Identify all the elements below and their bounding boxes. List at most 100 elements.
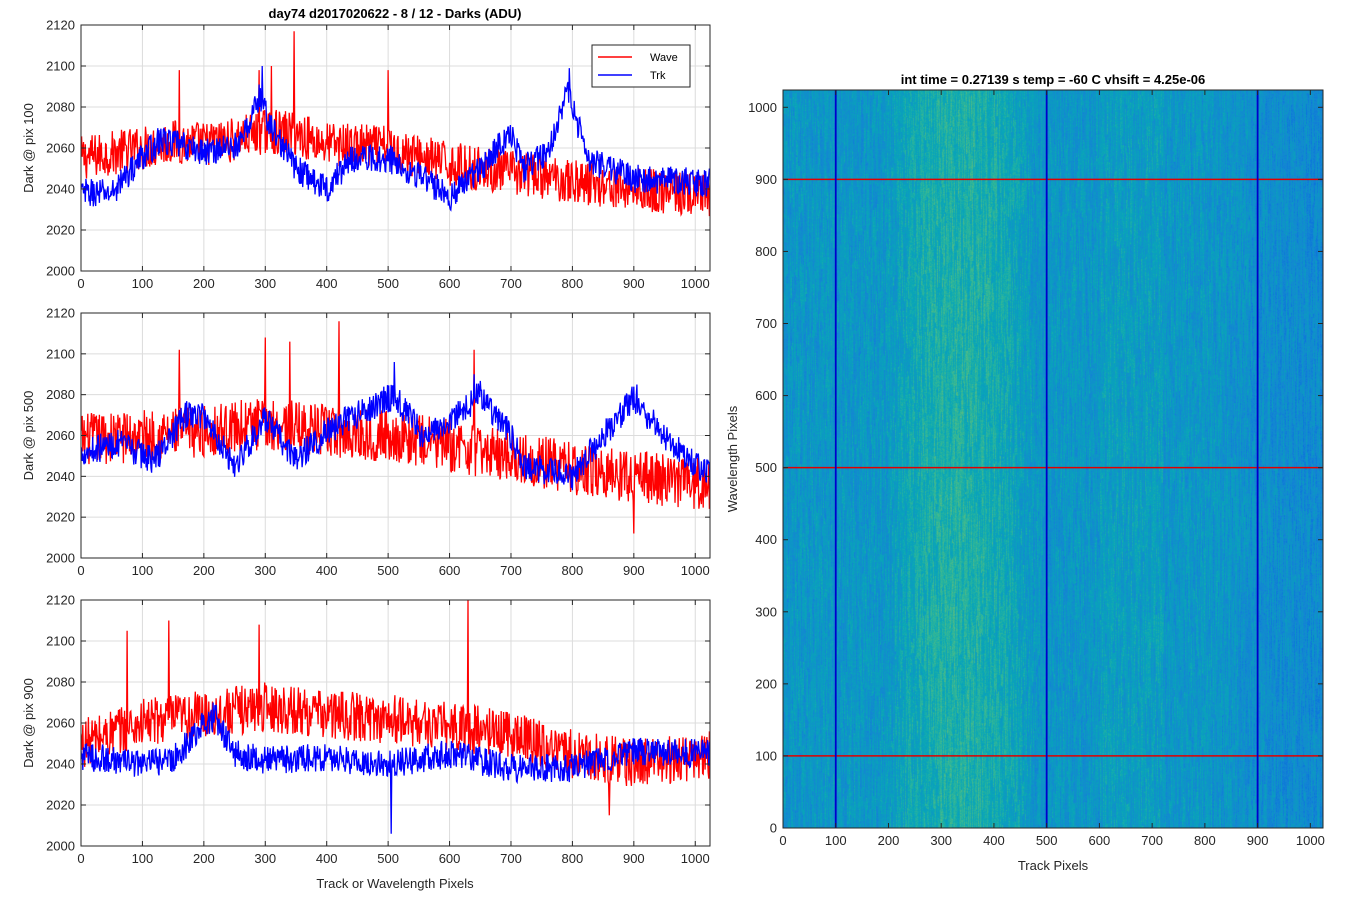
y-tick-label: 500 xyxy=(755,460,777,475)
series-line-trk xyxy=(81,361,710,491)
x-tick-label: 500 xyxy=(1036,833,1058,848)
dark-pix-900-panel: Track or Wavelength Pixels 0 100 200 300 400… xyxy=(21,593,711,891)
heatmap-x-axis-label: Track Pixels xyxy=(1018,858,1089,873)
x-tick-label: 100 xyxy=(132,851,154,866)
axes-frame xyxy=(80,312,711,559)
y-tick-label: 2040 xyxy=(46,469,75,484)
y-tick-label: 2060 xyxy=(46,716,75,731)
y-axis-label: Dark @ pix 900 xyxy=(21,678,36,768)
y-tick-label: 2100 xyxy=(46,634,75,649)
y-tick-label: 2120 xyxy=(46,18,75,33)
x-tick-label: 100 xyxy=(825,833,847,848)
figure-title: day74 d2017020622 - 8 / 12 - Darks (ADU) xyxy=(269,6,522,21)
x-tick-label: 600 xyxy=(439,276,461,291)
y-tick-label: 400 xyxy=(755,532,777,547)
x-tick-label: 1000 xyxy=(681,276,710,291)
x-tick-label: 500 xyxy=(377,851,399,866)
axes-frame xyxy=(782,89,1324,829)
y-tick-label: 2000 xyxy=(46,551,75,566)
y-axis-label: Dark @ pix 100 xyxy=(21,103,36,193)
legend-label: Wave xyxy=(650,52,678,64)
y-tick-label: 1000 xyxy=(748,100,777,115)
x-tick-label: 700 xyxy=(500,276,522,291)
x-tick-label: 600 xyxy=(1089,833,1111,848)
x-tick-label: 800 xyxy=(562,851,584,866)
heatmap-title: int time = 0.27139 s temp = -60 C vhsift… xyxy=(901,72,1206,87)
y-axis-label: Wavelength Pixels xyxy=(725,405,740,512)
series-line-wave xyxy=(81,600,710,816)
y-tick-label: 2020 xyxy=(46,798,75,813)
x-tick-label: 900 xyxy=(623,276,645,291)
x-tick-label: 700 xyxy=(1141,833,1163,848)
heatmap-panel: int time = 0.27139 s temp = -60 C vhsift… xyxy=(725,72,1325,873)
x-tick-label: 300 xyxy=(930,833,952,848)
x-tick-label: 900 xyxy=(623,851,645,866)
y-axis-label: Dark @ pix 500 xyxy=(21,391,36,481)
y-tick-label: 0 xyxy=(770,821,777,836)
y-tick-label: 2060 xyxy=(46,428,75,443)
x-tick-label: 400 xyxy=(316,276,338,291)
x-tick-label: 400 xyxy=(316,563,338,578)
y-tick-label: 2080 xyxy=(46,387,75,402)
heatmap-image xyxy=(783,90,1323,828)
y-tick-label: 2060 xyxy=(46,141,75,156)
x-tick-label: 700 xyxy=(500,851,522,866)
y-tick-label: 2080 xyxy=(46,100,75,115)
y-tick-label: 300 xyxy=(755,604,777,619)
y-tick-label: 2100 xyxy=(46,59,75,74)
x-tick-label: 0 xyxy=(77,563,84,578)
y-tick-label: 2020 xyxy=(46,223,75,238)
y-tick-label: 2040 xyxy=(46,757,75,772)
y-tick-label: 2100 xyxy=(46,346,75,361)
y-tick-label: 2120 xyxy=(46,306,75,321)
x-tick-label: 900 xyxy=(623,563,645,578)
legend-box xyxy=(591,44,691,88)
x-tick-label: 1000 xyxy=(681,851,710,866)
x-tick-label: 200 xyxy=(193,563,215,578)
x-tick-label: 0 xyxy=(77,276,84,291)
x-tick-label: 300 xyxy=(254,276,276,291)
x-tick-label: 500 xyxy=(377,563,399,578)
x-tick-label: 100 xyxy=(132,563,154,578)
x-tick-label: 200 xyxy=(193,851,215,866)
dark-pix-100-panel: day74 d2017020622 - 8 / 12 - Darks (ADU)… xyxy=(21,6,711,291)
x-tick-label: 1000 xyxy=(681,563,710,578)
y-tick-label: 200 xyxy=(755,676,777,691)
x-tick-label: 400 xyxy=(983,833,1005,848)
y-tick-label: 2120 xyxy=(46,593,75,608)
x-tick-label: 500 xyxy=(377,276,399,291)
x-tick-label: 600 xyxy=(439,851,461,866)
y-tick-label: 100 xyxy=(755,748,777,763)
y-tick-label: 900 xyxy=(755,172,777,187)
x-tick-label: 800 xyxy=(1194,833,1216,848)
x-tick-label: 600 xyxy=(439,563,461,578)
y-tick-label: 800 xyxy=(755,244,777,259)
y-tick-label: 2040 xyxy=(46,182,75,197)
x-tick-label: 800 xyxy=(562,563,584,578)
x-tick-label: 900 xyxy=(1247,833,1269,848)
series-line-trk xyxy=(81,65,710,212)
dark-pix-500-panel: 0 100 200 300 400 500 600 700 800 900 1000 2000 2020… xyxy=(21,306,711,578)
x-tick-label: 0 xyxy=(77,851,84,866)
y-tick-label: 2020 xyxy=(46,510,75,525)
x-tick-label: 1000 xyxy=(1296,833,1325,848)
x-tick-label: 800 xyxy=(562,276,584,291)
x-axis-label: Track or Wavelength Pixels xyxy=(316,876,474,891)
x-tick-label: 400 xyxy=(316,851,338,866)
y-tick-label: 600 xyxy=(755,388,777,403)
x-tick-label: 100 xyxy=(132,276,154,291)
legend: Wave Trk xyxy=(591,44,691,88)
series-line-trk xyxy=(81,702,710,834)
y-tick-label: 2080 xyxy=(46,675,75,690)
x-tick-label: 700 xyxy=(500,563,522,578)
x-tick-label: 200 xyxy=(193,276,215,291)
x-tick-label: 0 xyxy=(779,833,786,848)
legend-label: Trk xyxy=(650,70,666,82)
axes-frame xyxy=(80,24,711,272)
y-tick-label: 2000 xyxy=(46,839,75,854)
x-tick-label: 300 xyxy=(254,563,276,578)
axes-frame xyxy=(80,599,711,847)
x-tick-label: 300 xyxy=(254,851,276,866)
y-tick-label: 700 xyxy=(755,316,777,331)
